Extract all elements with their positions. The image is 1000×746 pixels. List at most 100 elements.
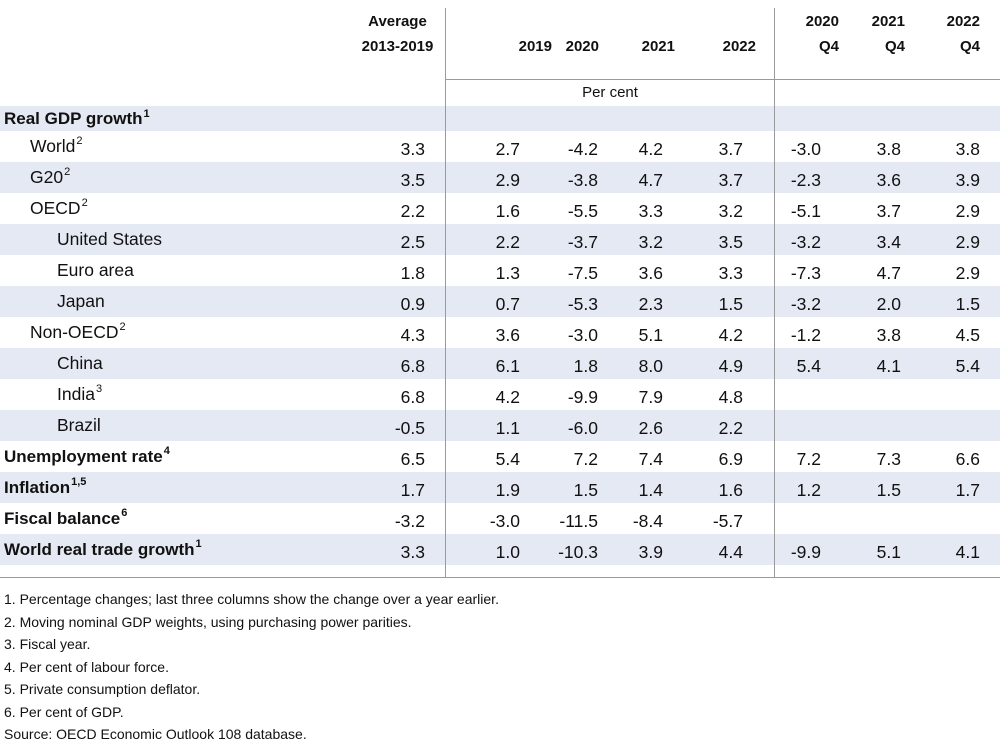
table-cell: 7.4 — [638, 449, 663, 469]
header-divider — [445, 79, 1000, 80]
section-band — [0, 106, 1000, 131]
section-label-real-gdp-growth: Real GDP growth1 — [4, 108, 150, 128]
table-cell: 2.5 — [400, 232, 425, 252]
table-cell: 2.9 — [955, 232, 980, 252]
table-cell — [821, 503, 901, 534]
table-cell: 5.4 — [495, 449, 520, 469]
footnote: 1. Percentage changes; last three column… — [4, 591, 499, 607]
table-cell: 3.3 — [400, 139, 425, 159]
table-cell: 4.2 — [495, 387, 520, 407]
table-row: Japan 0.9 0.7 -5.3 2.3 1.5 -3.2 2.0 1.5 — [0, 286, 1000, 317]
table-cell: 5.4 — [955, 356, 980, 376]
row-label: OECD2 — [30, 197, 88, 218]
table-cell: 3.9 — [638, 542, 663, 562]
footnote: 4. Per cent of labour force. — [4, 658, 169, 675]
header-q-label-2022: Q4 — [959, 38, 980, 55]
table-cell: -3.2 — [394, 511, 425, 531]
table-cell: 3.3 — [638, 201, 663, 221]
table-cell: 3.3 — [400, 542, 425, 562]
table-cell: 4.3 — [400, 325, 425, 345]
table-cell: -3.8 — [567, 170, 598, 190]
table-cell: 6.8 — [400, 387, 425, 407]
table-cell — [900, 503, 980, 534]
table-cell: 2.9 — [955, 263, 980, 283]
table-cell: 3.7 — [718, 139, 743, 159]
table-cell — [741, 410, 821, 441]
table-cell: 2.3 — [638, 294, 663, 314]
header-q-label-2021: Q4 — [884, 38, 905, 55]
footnote-marker: 2 — [64, 166, 71, 178]
row-label: China — [57, 353, 103, 373]
footnote-marker: 4 — [163, 445, 170, 457]
table-cell: 6.5 — [400, 449, 425, 469]
table-cell: 7.2 — [573, 449, 598, 469]
table-cell: 4.1 — [955, 542, 980, 562]
table-cell: 1.0 — [495, 542, 520, 562]
table-row: OECD2 2.2 1.6 -5.5 3.3 3.2 -5.1 3.7 2.9 — [0, 193, 1000, 224]
table-cell: -2.3 — [790, 170, 821, 190]
table-cell: 3.5 — [718, 232, 743, 252]
header-average-label: Average — [368, 13, 427, 30]
table-cell: 3.4 — [876, 232, 901, 252]
column-divider-average — [445, 8, 446, 578]
table-cell: 4.5 — [955, 325, 980, 345]
footnote-marker: 2 — [119, 321, 126, 333]
table-cell: 4.8 — [718, 387, 743, 407]
table-cell: 8.0 — [638, 356, 663, 376]
table-cell: 3.3 — [718, 263, 743, 283]
header-q-year-2022: 2022 — [946, 13, 980, 30]
table-cell: -3.2 — [790, 232, 821, 252]
table-cell: -9.9 — [567, 387, 598, 407]
row-label: Brazil — [57, 415, 101, 435]
table-cell: -3.0 — [790, 139, 821, 159]
table-row: Unemployment rate4 6.5 5.4 7.2 7.4 6.9 7.2 7.3 6… — [0, 441, 1000, 472]
table-cell: 2.2 — [718, 418, 743, 438]
footnote-marker: 1 — [195, 538, 202, 550]
table-cell: 2.0 — [876, 294, 901, 314]
table-row: India3 6.8 4.2 -9.9 7.9 4.8 — [0, 379, 1000, 410]
header-year-2022: 2022 — [722, 38, 756, 55]
table-cell: 5.1 — [876, 542, 901, 562]
table-cell — [900, 379, 980, 410]
footnote-marker: 2 — [76, 135, 83, 147]
footnote: 2. Moving nominal GDP weights, using pur… — [4, 613, 412, 630]
table-cell — [741, 503, 821, 534]
table-row: United States 2.5 2.2 -3.7 3.2 3.5 -3.2 3.4 2.9 — [0, 224, 1000, 255]
row-label: Euro area — [57, 260, 134, 280]
table-cell: 1.5 — [876, 480, 901, 500]
table-cell: 2.2 — [495, 232, 520, 252]
table-cell: 1.2 — [796, 480, 821, 500]
table-cell: 3.5 — [400, 170, 425, 190]
table-cell: -7.3 — [790, 263, 821, 283]
footnote: 3. Fiscal year. — [4, 636, 91, 652]
table-cell: 1.6 — [495, 201, 520, 221]
table-cell: 1.7 — [400, 480, 425, 500]
row-label: Fiscal balance6 — [4, 507, 128, 528]
table-cell: 6.8 — [400, 356, 425, 376]
table-row: China 6.8 6.1 1.8 8.0 4.9 5.4 4.1 5.4 — [0, 348, 1000, 379]
table-cell: 0.7 — [495, 294, 520, 314]
header-year-2021: 2021 — [641, 38, 675, 55]
source-note: Source: OECD Economic Outlook 108 databa… — [4, 726, 307, 742]
table-cell: 6.1 — [495, 356, 520, 376]
footnote-marker: 1,5 — [71, 476, 87, 488]
table-row: World real trade growth1 3.3 1.0 -10.3 3.9 4.… — [0, 534, 1000, 565]
table-cell: -3.0 — [489, 511, 520, 531]
row-label: Japan — [57, 291, 105, 311]
table-cell: 2.6 — [638, 418, 663, 438]
table-cell: 6.6 — [955, 449, 980, 469]
table-cell: 3.8 — [876, 325, 901, 345]
table-cell: 1.9 — [495, 480, 520, 500]
table-cell: 3.7 — [876, 201, 901, 221]
table-cell: 3.8 — [876, 139, 901, 159]
table-cell: 5.1 — [638, 325, 663, 345]
row-label: World real trade growth1 — [4, 538, 202, 559]
table-cell — [821, 410, 901, 441]
table-cell: 2.7 — [495, 139, 520, 159]
table-cell: 1.7 — [955, 480, 980, 500]
table-cell: -9.9 — [790, 542, 821, 562]
table-cell: 2.9 — [495, 170, 520, 190]
header-average-period: 2013-2019 — [361, 38, 434, 55]
table-cell: 6.9 — [718, 449, 743, 469]
table-cell: 7.2 — [796, 449, 821, 469]
